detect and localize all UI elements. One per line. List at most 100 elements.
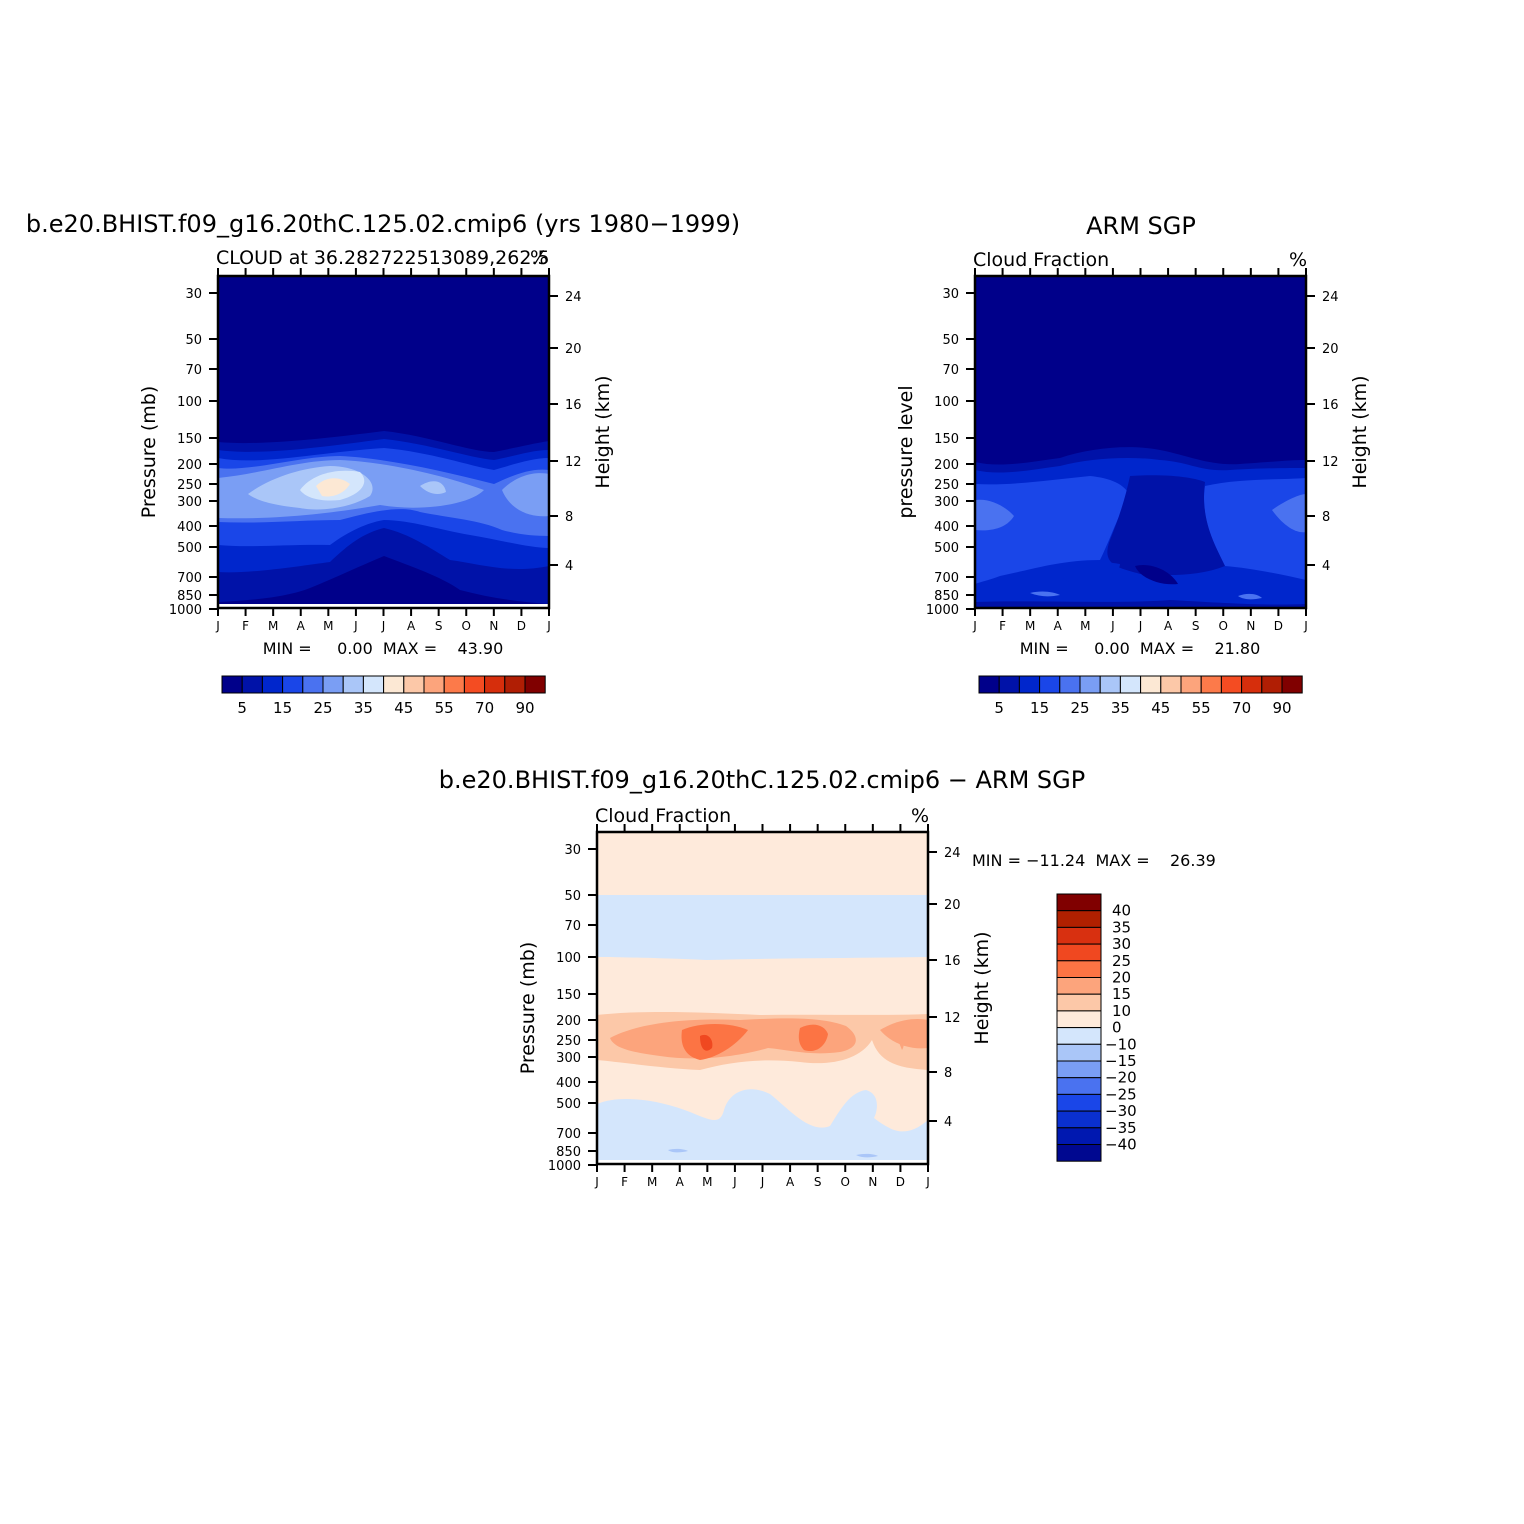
panel-model-contours — [218, 276, 549, 608]
colorbar-swatch — [221, 675, 243, 694]
pressure-tick-label: 700 — [556, 1127, 581, 1142]
colorbar-swatch — [1056, 1010, 1102, 1029]
pressure-tick-label: 30 — [564, 843, 581, 858]
month-tick-label: S — [1192, 619, 1200, 633]
month-tick-label: J — [925, 1175, 930, 1189]
panel-obs-units: % — [1289, 249, 1307, 271]
colorbar-swatch — [1056, 960, 1102, 978]
month-tick-label: F — [242, 619, 249, 633]
colorbar-label: 55 — [435, 699, 454, 717]
colorbar-swatch — [998, 675, 1020, 694]
colorbar-swatch — [1056, 1093, 1102, 1112]
height-tick-label: 16 — [565, 398, 582, 413]
month-tick-label: N — [489, 619, 498, 633]
height-tick-label: 16 — [944, 954, 961, 969]
pressure-tick-label: 50 — [942, 333, 959, 348]
pressure-tick-label: 250 — [177, 478, 202, 493]
month-tick-label: J — [353, 619, 358, 633]
colorbar-swatch — [1056, 1127, 1102, 1146]
pressure-tick-label: 700 — [177, 571, 202, 586]
panel-model-ylabel-right: Height (km) — [592, 375, 614, 488]
month-tick-label: J — [732, 1175, 737, 1189]
pressure-tick-label: 850 — [934, 589, 959, 604]
height-tick-label: 24 — [565, 290, 582, 305]
colorbar-label: 25 — [1070, 699, 1089, 717]
colorbar-label: 90 — [515, 699, 534, 717]
colorbar-label: 0 — [1112, 1019, 1122, 1037]
colorbar-swatch — [1261, 675, 1283, 694]
month-tick-label: F — [621, 1175, 628, 1189]
colorbar-swatch — [1056, 1027, 1102, 1045]
colorbar-label: 15 — [1030, 699, 1049, 717]
height-tick-label: 8 — [1322, 510, 1330, 525]
panel-obs-minmax: MIN = 0.00 MAX = 21.80 — [1020, 639, 1261, 658]
panel-diff-units: % — [911, 805, 929, 827]
height-tick-label: 24 — [944, 846, 961, 861]
month-tick-label: A — [676, 1175, 685, 1189]
pressure-tick-label: 400 — [934, 520, 959, 535]
pressure-tick-label: 300 — [177, 495, 202, 510]
pressure-tick-label: 500 — [934, 541, 959, 556]
month-tick-label: M — [1080, 619, 1090, 633]
month-tick-label: O — [1219, 619, 1228, 633]
colorbar-swatch — [383, 675, 405, 694]
month-tick-label: D — [1274, 619, 1283, 633]
pressure-tick-label: 100 — [556, 951, 581, 966]
colorbar-swatch — [1056, 977, 1102, 995]
pressure-tick-label: 70 — [564, 919, 581, 934]
colorbar-swatch — [1119, 675, 1142, 694]
colorbar-swatch — [1056, 1043, 1102, 1062]
panel-model: b.e20.BHIST.f09_g16.20thC.125.02.cmip6 (… — [26, 210, 740, 633]
colorbar-swatch — [1160, 675, 1182, 694]
pressure-tick-label: 150 — [934, 432, 959, 447]
colorbar-swatch — [1056, 1144, 1102, 1162]
colorbar-swatch — [1056, 910, 1102, 928]
pressure-tick-label: 100 — [934, 395, 959, 410]
panel-diff-ylabel-right: Height (km) — [971, 931, 993, 1044]
panel-model-left-string: CLOUD at 36.282722513089,262.5 — [216, 247, 550, 269]
height-tick-label: 12 — [565, 455, 582, 470]
panel-diff-contours — [597, 832, 928, 1164]
month-tick-label: D — [896, 1175, 905, 1189]
panel-model-minmax: MIN = 0.00 MAX = 43.90 — [263, 639, 504, 658]
panel-obs-contours — [975, 276, 1306, 608]
pressure-tick-label: 1000 — [548, 1159, 581, 1174]
panel-obs-ylabel: pressure level — [895, 385, 917, 518]
colorbar-swatch — [1018, 675, 1041, 694]
month-tick-label: M — [268, 619, 278, 633]
pressure-tick-label: 50 — [185, 333, 202, 348]
pressure-tick-label: 500 — [177, 541, 202, 556]
pressure-tick-label: 30 — [942, 287, 959, 302]
height-tick-label: 4 — [565, 559, 573, 574]
month-tick-label: J — [1110, 619, 1115, 633]
colorbar-label: 10 — [1112, 1002, 1131, 1020]
colorbar-label: 15 — [1112, 985, 1131, 1003]
panel-diff-ylabel: Pressure (mb) — [517, 942, 539, 1075]
colorbar-swatch — [302, 675, 324, 694]
pressure-tick-label: 50 — [564, 889, 581, 904]
pressure-tick-label: 150 — [177, 432, 202, 447]
month-tick-label: M — [1025, 619, 1035, 633]
month-tick-label: J — [215, 619, 220, 633]
panel-obs: ARM SGP Cloud Fraction % 30 50 70 100 150 200… — [895, 212, 1371, 633]
pressure-tick-label: 70 — [942, 363, 959, 378]
pressure-tick-label: 150 — [556, 988, 581, 1003]
month-tick-label: D — [517, 619, 526, 633]
colorbar-label: 90 — [1272, 699, 1291, 717]
pressure-tick-label: 200 — [556, 1014, 581, 1029]
height-tick-label: 16 — [1322, 398, 1339, 413]
month-tick-label: O — [841, 1175, 850, 1189]
panel-model-units: % — [530, 247, 548, 269]
pressure-tick-label: 100 — [177, 395, 202, 410]
colorbar-label: −15 — [1105, 1052, 1137, 1070]
month-tick-label: A — [407, 619, 416, 633]
colorbar-swatch — [362, 675, 385, 694]
month-tick-label: J — [594, 1175, 599, 1189]
colorbar-label: −35 — [1105, 1119, 1137, 1137]
colorbar-label: 25 — [313, 699, 332, 717]
colorbar-swatch — [1056, 893, 1102, 912]
height-tick-label: 24 — [1322, 290, 1339, 305]
